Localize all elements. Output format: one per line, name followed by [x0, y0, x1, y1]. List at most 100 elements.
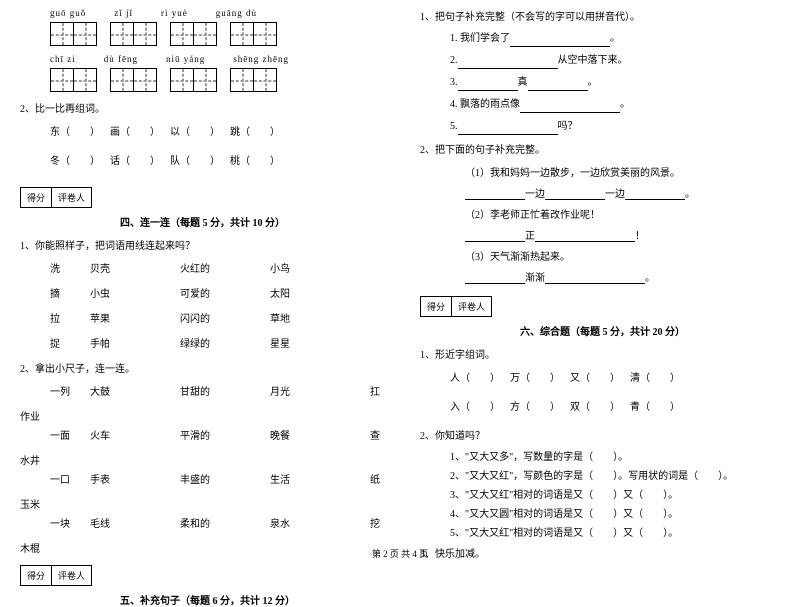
pinyin-item: guō guǒ: [50, 8, 86, 18]
tianzi-group: [50, 22, 96, 46]
sentence-prefix: 4. 飘落的雨点像: [450, 99, 520, 110]
score-box: 得分 评卷人: [20, 187, 92, 208]
sub-sentence-2: （2）李老师正忙着改作业呢！: [465, 206, 780, 221]
blank-line: [528, 79, 588, 91]
char-pair: 跳（ ）: [230, 123, 280, 138]
char-pair: 桃（ ）: [230, 152, 280, 167]
extra-word: 作业: [20, 408, 380, 423]
score-label: 得分: [21, 188, 52, 207]
tianzi-cell: [193, 22, 217, 46]
match-table-1: 洗 贝壳 火红的 小鸟 摘 小虫 可爱的 太阳 拉 苹果 闪闪的 草地 捉 手帕…: [20, 260, 380, 350]
pinyin-item: chī zi: [50, 54, 76, 64]
match-cell: 火车: [90, 427, 180, 442]
match-cell: 一口: [50, 471, 90, 486]
blank-line: [458, 79, 518, 91]
pinyin-item: rì yuè: [161, 8, 188, 18]
sentence-tail: 。: [620, 99, 630, 110]
blank-label: 一边: [605, 189, 625, 200]
sub-sentence-3: （3）天气渐渐热起来。: [465, 248, 780, 263]
tianzi-row-1: [50, 22, 380, 46]
score-label: 得分: [421, 297, 452, 316]
match-cell: 一块: [50, 515, 90, 530]
match-cell: 毛线: [90, 515, 180, 530]
match-table-2: 一列 大鼓 甘甜的 月光 扛 作业 一面 火车 平滑的 晚餐 查 水井 一口 手…: [20, 383, 380, 555]
sub-sentence-2-blank: 正！: [465, 227, 780, 242]
tianzi-cell: [73, 68, 97, 92]
tianzi-cell: [110, 68, 134, 92]
know-item: 5、"又大又红"相对的词语是又（ ）又（ ）。: [450, 526, 780, 541]
tianzi-row-2: [50, 68, 380, 92]
tianzi-group: [110, 68, 156, 92]
sentence-prefix: 2.: [450, 55, 458, 66]
tianzi-cell: [50, 22, 74, 46]
pinyin-item: guāng dù: [216, 8, 257, 18]
char-pair: 以（ ）: [170, 123, 220, 138]
char-pair: 入（ ）: [450, 398, 500, 413]
know-item: 3、"又大又红"相对的词语是又（ ）又（ ）。: [450, 488, 780, 503]
grader-label: 评卷人: [52, 566, 91, 585]
grader-label: 评卷人: [452, 297, 491, 316]
match-extra: 扛: [330, 383, 380, 398]
right-q1-label: 1、把句子补充完整（不会写的字可以用拼音代）。: [420, 8, 780, 23]
section-5-title: 五、补充句子（每题 6 分，共计 12 分）: [120, 592, 380, 607]
right-q1b-label: 1、形近字组词。: [420, 346, 780, 361]
blank-label: 一边: [525, 189, 545, 200]
char-row-r2: 入（ ） 方（ ） 双（ ） 青（ ）: [450, 398, 780, 413]
blank-line: [458, 57, 558, 69]
right-q3-label: 3、快乐加减。: [420, 545, 780, 560]
match-cell: 草地: [270, 310, 330, 325]
char-pair: 冬（ ）: [50, 152, 100, 167]
pinyin-row-2: chī zi dù fēng niū yáng shēng zhēng: [50, 54, 380, 64]
tianzi-cell: [170, 68, 194, 92]
question-2b-label: 2、拿出小尺子，连一连。: [20, 360, 380, 375]
match-cell: 生活: [270, 471, 330, 486]
char-pair: 清（ ）: [630, 369, 680, 384]
sentence-item-2: 2.从空中落下来。: [450, 53, 780, 69]
char-pair: 队（ ）: [170, 152, 220, 167]
match-row: 一面 火车 平滑的 晚餐 查: [50, 427, 380, 442]
section-4-title: 四、连一连（每题 5 分，共计 10 分）: [120, 214, 380, 229]
blank-line: [545, 272, 645, 284]
char-row-2: 冬（ ） 话（ ） 队（ ） 桃（ ）: [50, 152, 380, 167]
tianzi-cell: [230, 68, 254, 92]
match-cell: 小鸟: [270, 260, 330, 275]
char-pair: 又（ ）: [570, 369, 620, 384]
page-footer: 第 2 页 共 4 页: [372, 547, 428, 560]
match-cell: 洗: [50, 260, 90, 275]
char-pair: 人（ ）: [450, 369, 500, 384]
sub-sentence-1: （1）我和妈妈一边散步，一边欣赏美丽的风景。: [465, 164, 780, 179]
match-cell: 绿绿的: [180, 335, 270, 350]
blank-line: [510, 35, 610, 47]
tianzi-cell: [133, 22, 157, 46]
sentence-item-4: 4. 飘落的雨点像 。: [450, 97, 780, 113]
match-cell: 贝壳: [90, 260, 180, 275]
pinyin-item: zǐ jǐ: [114, 8, 133, 18]
match-cell: 星星: [270, 335, 330, 350]
match-cell: 小虫: [90, 285, 180, 300]
match-cell: 大鼓: [90, 383, 180, 398]
question-1-match-label: 1、你能照样子，把词语用线连起来吗？: [20, 237, 380, 252]
char-row-1: 东（ ） 画（ ） 以（ ） 跳（ ）: [50, 123, 380, 138]
match-row: 一口 手表 丰盛的 生活 纸: [50, 471, 380, 486]
match-cell: 丰盛的: [180, 471, 270, 486]
match-cell: 晚餐: [270, 427, 330, 442]
right-q2-label: 2、把下面的句子补充完整。: [420, 141, 780, 156]
tianzi-cell: [193, 68, 217, 92]
right-column: 1、把句子补充完整（不会写的字可以用拼音代）。 1. 我们学会了。 2.从空中落…: [400, 0, 800, 565]
know-item: 2、"又大又红"，写颜色的字是（ ）。写用状的词是（ ）。: [450, 469, 780, 484]
sub-sentence-3-blank: 渐渐。: [465, 269, 780, 284]
sentence-item-3: 3.真。: [450, 75, 780, 91]
pinyin-item: shēng zhēng: [233, 54, 289, 64]
pinyin-item: niū yáng: [166, 54, 205, 64]
sentence-item-1: 1. 我们学会了。: [450, 31, 780, 47]
sentence-tail: 真: [518, 77, 528, 88]
char-pair: 双（ ）: [570, 398, 620, 413]
match-cell: 苹果: [90, 310, 180, 325]
blank-line: [465, 230, 525, 242]
section-6-title: 六、综合题（每题 5 分，共计 20 分）: [520, 323, 780, 338]
tianzi-cell: [253, 22, 277, 46]
sub-sentence-1-blank: 一边一边。: [465, 185, 780, 200]
left-column: guō guǒ zǐ jǐ rì yuè guāng dù chī zi dù …: [0, 0, 400, 565]
tianzi-group: [50, 68, 96, 92]
pinyin-row-1: guō guǒ zǐ jǐ rì yuè guāng dù: [50, 8, 380, 18]
